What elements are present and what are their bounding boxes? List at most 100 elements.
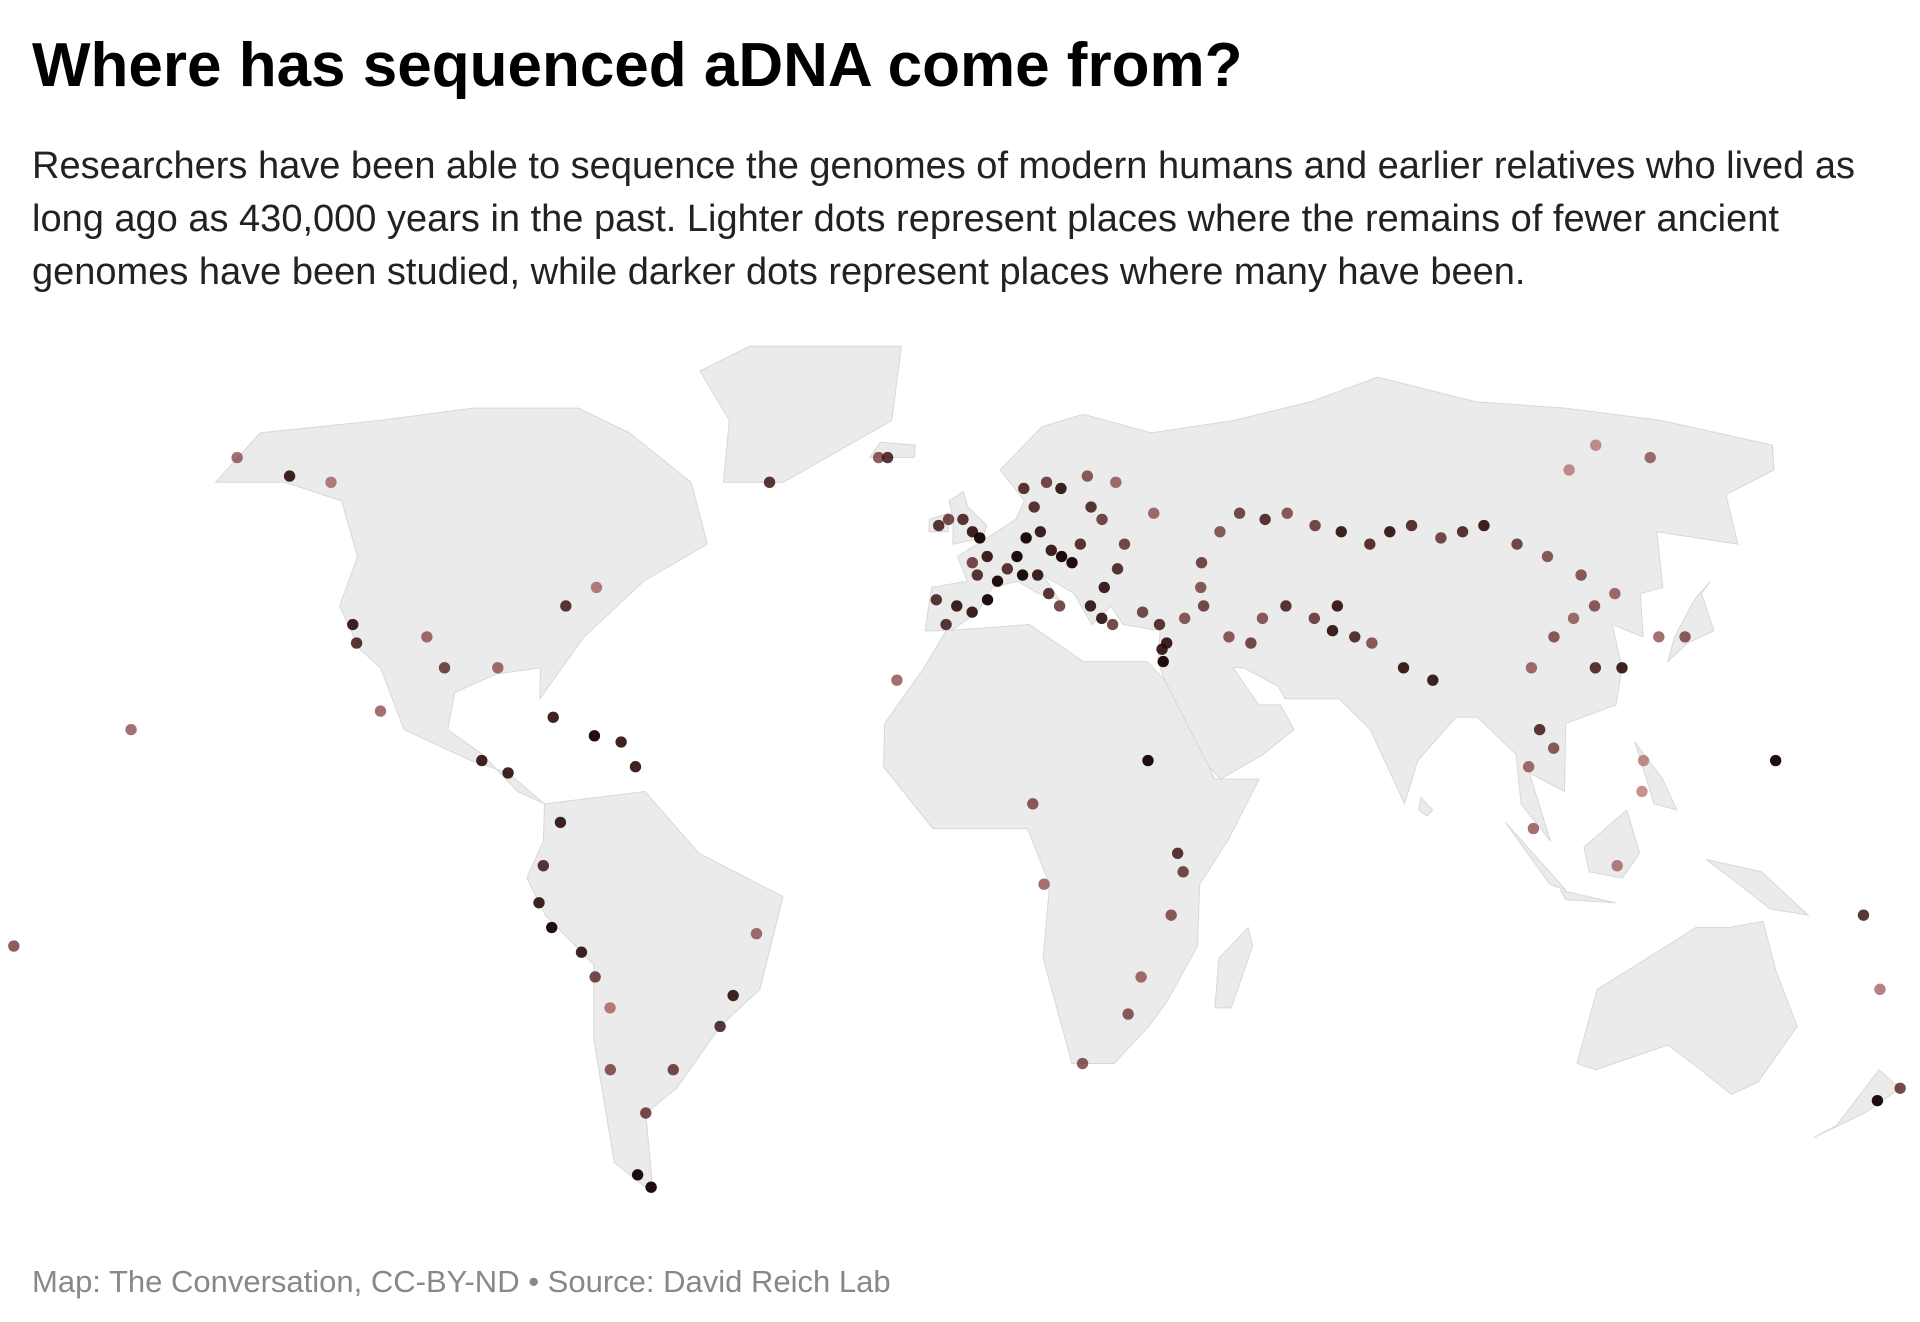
site-dot <box>1153 618 1166 631</box>
site-dot <box>1326 625 1339 637</box>
site-dot <box>1018 482 1030 495</box>
landmass <box>1576 920 1798 1096</box>
site-dot <box>640 1107 652 1119</box>
site-dot <box>1233 507 1246 519</box>
site-dot <box>667 1064 679 1076</box>
site-dot <box>1588 600 1601 612</box>
subtitle: Researchers have been able to sequence t… <box>32 145 1855 293</box>
site-dot <box>1053 600 1066 612</box>
site-dot <box>881 451 894 464</box>
landmass <box>1559 889 1616 904</box>
site-dot <box>1034 526 1047 538</box>
site-dot <box>1096 612 1108 625</box>
site-dot <box>1074 538 1087 550</box>
site-dot <box>1081 470 1094 482</box>
site-dot <box>1511 538 1523 550</box>
site-dot <box>560 600 572 612</box>
site-dot <box>492 662 504 674</box>
site-dot <box>1001 563 1014 575</box>
site-dot <box>1331 600 1344 612</box>
site-dot <box>763 476 776 488</box>
site-dot <box>1179 612 1191 625</box>
site-dot <box>1874 983 1886 996</box>
site-dot <box>1280 600 1292 612</box>
site-dot <box>933 519 945 532</box>
land <box>214 345 1901 1195</box>
site-dot <box>1309 519 1321 532</box>
landmass <box>1634 741 1678 811</box>
site-dot <box>1611 859 1623 872</box>
site-dot <box>1055 482 1067 495</box>
landmass <box>883 624 1261 1065</box>
site-dot <box>1366 637 1378 649</box>
site-dot <box>283 470 296 482</box>
site-dot <box>1384 526 1396 538</box>
site-dot <box>1171 847 1184 859</box>
landmass <box>1418 796 1434 817</box>
site-dot <box>1066 556 1078 569</box>
landmass <box>1705 859 1810 916</box>
landmass <box>1504 822 1567 891</box>
site-dot <box>547 711 559 723</box>
landmass <box>526 790 784 1195</box>
site-dot <box>750 927 763 940</box>
site-dot <box>1397 662 1410 674</box>
site-dot <box>325 476 337 488</box>
site-dot <box>991 575 1004 587</box>
site-dot <box>974 532 986 544</box>
site-dot <box>533 897 545 909</box>
site-dot <box>1084 600 1097 612</box>
site-dot <box>575 946 588 958</box>
site-dot <box>1011 550 1023 563</box>
site-dot <box>891 674 903 686</box>
site-dot <box>981 594 994 606</box>
site-dot <box>727 989 739 1002</box>
landmass <box>1813 1068 1901 1139</box>
site-dot <box>1609 587 1621 600</box>
site-dot <box>1427 674 1439 686</box>
site-dot <box>1177 866 1189 878</box>
site-dot <box>629 761 642 773</box>
site-dot <box>1541 550 1554 563</box>
site-dot <box>1111 563 1124 575</box>
site-dot <box>1142 754 1154 767</box>
site-dot <box>1567 612 1580 625</box>
title: Where has sequenced aDNA come from? <box>32 31 1243 100</box>
site-dot <box>1435 532 1447 544</box>
site-dot <box>1575 569 1587 581</box>
site-dot <box>1679 631 1691 643</box>
site-dot <box>421 631 433 643</box>
site-dot <box>1076 1057 1089 1070</box>
site-dot <box>438 662 451 674</box>
site-dot <box>1259 513 1271 526</box>
site-dot <box>588 730 601 742</box>
site-dot <box>1096 513 1108 526</box>
site-dot <box>1028 501 1040 513</box>
site-dot <box>1161 637 1173 649</box>
site-dot <box>1256 612 1269 625</box>
site-dot <box>872 451 885 464</box>
site-dot <box>1016 569 1029 581</box>
site-dot <box>1043 587 1055 600</box>
site-dot <box>631 1169 644 1181</box>
site-dot <box>957 513 969 526</box>
landmass <box>1583 809 1641 879</box>
site-dot <box>645 1181 657 1193</box>
site-dot <box>476 754 488 767</box>
site-dot <box>1522 761 1535 773</box>
site-dot <box>1456 526 1469 538</box>
landmass <box>1214 926 1254 1009</box>
site-dot <box>1405 519 1418 532</box>
site-dot <box>1136 606 1149 618</box>
site-dot <box>350 637 363 649</box>
site-dot <box>1525 662 1538 674</box>
site-dot <box>1653 631 1665 643</box>
site-dot <box>1636 785 1648 798</box>
site-dot <box>1027 798 1039 810</box>
site-dot <box>1020 532 1032 544</box>
site-dot <box>1894 1082 1906 1094</box>
site-dot <box>942 513 955 526</box>
site-dot <box>1769 754 1782 767</box>
site-dot <box>951 600 963 612</box>
